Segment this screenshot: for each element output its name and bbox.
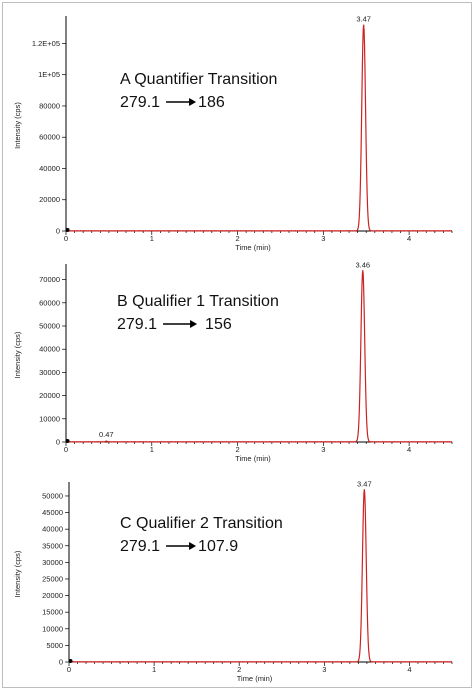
chromatogram-trace (65, 270, 453, 443)
y-tick-label: 10000 (42, 624, 63, 633)
chromatogram-trace (68, 489, 453, 663)
x-tick-label: 4 (407, 445, 411, 454)
y-tick-label: 10000 (39, 414, 60, 423)
y-tick-label: 80000 (39, 101, 60, 110)
transition-title: A Quantifier Transition (120, 71, 277, 88)
x-tick-label: 2 (235, 234, 239, 243)
x-tick-label: 4 (407, 665, 411, 674)
y-tick-label: 25000 (42, 574, 63, 583)
x-tick-label: 1 (152, 665, 156, 674)
y-tick-label: 40000 (39, 164, 60, 173)
x-tick-label: 0 (67, 665, 71, 674)
y-tick-label: 20000 (42, 591, 63, 600)
y-tick-label: 70000 (39, 275, 60, 284)
x-tick-label: 1 (150, 234, 154, 243)
x-axis-title: Time (min) (237, 674, 273, 683)
x-tick-label: 2 (237, 665, 241, 674)
y-tick-label: 0 (56, 438, 60, 447)
chart-panel-3: 0 1 2 3 4 0 5000 10000 15000 20000 25000 30000 35000… (13, 479, 453, 683)
y-tick-label: 1.2E+05 (32, 39, 60, 48)
x-tick-label: 3 (321, 234, 325, 243)
x-tick-label: 3 (321, 445, 325, 454)
y-tick-label: 5000 (46, 641, 63, 650)
x-tick-label: 0 (64, 445, 68, 454)
x-tick-label: 3 (322, 665, 326, 674)
y-axis-title: Intensity (cps) (13, 550, 22, 597)
y-tick-label: 50000 (39, 322, 60, 331)
chart-panel-1: 0 1 2 3 4 0 20000 40000 60000 80000 1E+05 1.2E+05 Ti… (13, 15, 453, 252)
transition-arrow-head (189, 98, 197, 106)
x-axis-title: Time (min) (235, 243, 271, 252)
y-tick-label: 0 (59, 658, 63, 667)
y-axis-title: Intensity (cps) (13, 331, 22, 378)
y-tick-label: 40000 (39, 345, 60, 354)
product-mz: 186 (198, 94, 225, 111)
trace-start-marker (65, 228, 70, 232)
precursor-mz: 279.1 (120, 538, 160, 555)
y-tick-label: 35000 (42, 541, 63, 550)
chromatogram-trace (65, 24, 453, 232)
y-tick-label: 30000 (39, 368, 60, 377)
trace-start-marker (65, 439, 70, 443)
y-tick-label: 1E+05 (38, 70, 60, 79)
y-tick-label: 15000 (42, 608, 63, 617)
y-axis-title: Intensity (cps) (13, 102, 22, 149)
chart-panel-2: 0 1 2 3 4 0 10000 20000 30000 40000 50000 60000 7000… (13, 260, 453, 463)
y-tick-label: 45000 (42, 508, 63, 517)
product-mz: 107.9 (198, 538, 238, 555)
transition-arrow-head (190, 320, 198, 328)
y-tick-label: 0 (56, 227, 60, 236)
product-mz: 156 (205, 316, 232, 333)
transition-title: C Qualifier 2 Transition (120, 515, 283, 532)
peak-label: 3.47 (356, 15, 371, 24)
transition-title: B Qualifier 1 Transition (117, 293, 279, 310)
y-tick-label: 50000 (42, 491, 63, 500)
x-tick-label: 1 (150, 445, 154, 454)
trace-start-marker (68, 659, 73, 663)
transition-arrow-head (189, 542, 197, 550)
x-tick-label: 2 (235, 445, 239, 454)
x-axis-title: Time (min) (235, 454, 271, 463)
y-tick-label: 60000 (39, 133, 60, 142)
precursor-mz: 279.1 (120, 94, 160, 111)
y-tick-label: 20000 (39, 195, 60, 204)
x-tick-label: 0 (64, 234, 68, 243)
minor-peak-label: 0.47 (99, 430, 114, 439)
precursor-mz: 279.1 (117, 316, 157, 333)
y-tick-label: 30000 (42, 558, 63, 567)
x-tick-label: 4 (407, 234, 411, 243)
y-tick-label: 40000 (42, 525, 63, 534)
peak-label: 3.47 (357, 479, 372, 488)
y-tick-label: 60000 (39, 298, 60, 307)
y-tick-label: 20000 (39, 391, 60, 400)
peak-label: 3.46 (355, 260, 370, 269)
